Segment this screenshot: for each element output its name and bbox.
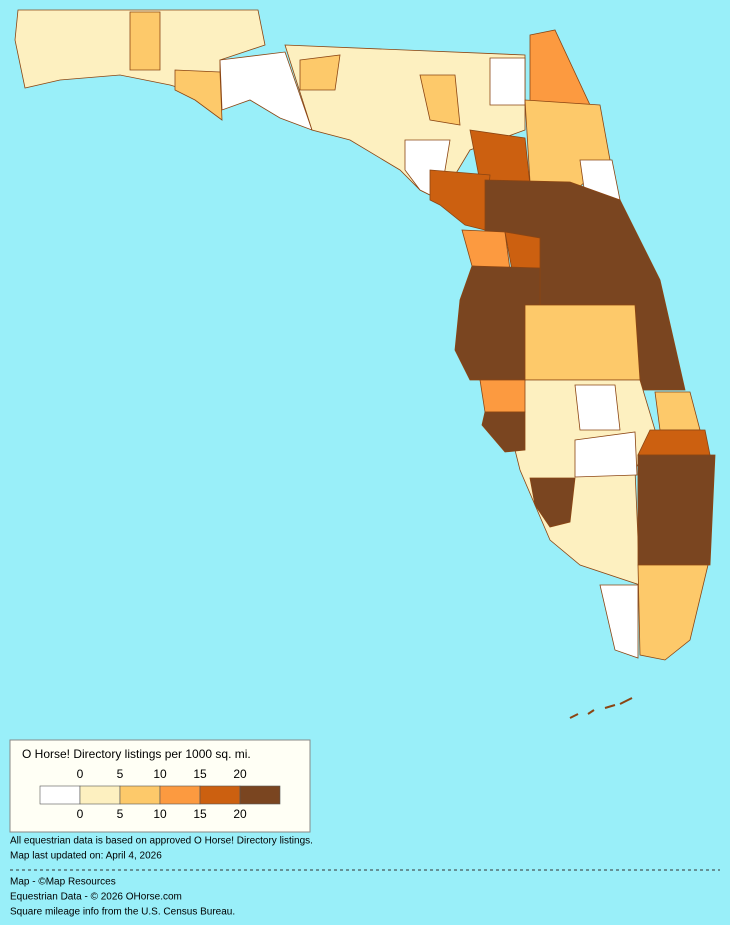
legend-tick-label: 15 (193, 807, 207, 821)
county (637, 564, 709, 661)
county (599, 584, 639, 659)
county (174, 69, 223, 121)
county (529, 477, 576, 528)
county (637, 429, 711, 456)
county (419, 74, 461, 126)
legend-tick-label: 0 (77, 767, 84, 781)
legend-tick-label: 0 (77, 807, 84, 821)
legend-swatch (119, 785, 161, 805)
county (481, 411, 526, 453)
county (489, 57, 526, 106)
legend-tick-label: 10 (153, 807, 167, 821)
county (524, 304, 641, 381)
legend-swatch (159, 785, 201, 805)
legend-tick-label: 5 (117, 767, 124, 781)
credit: Map - ©Map Resources (10, 877, 116, 888)
note: All equestrian data is based on approved… (10, 836, 313, 847)
legend-swatch (79, 785, 121, 805)
county (654, 391, 701, 431)
florida-map (14, 9, 716, 719)
legend-tick-label: 5 (117, 807, 124, 821)
county (574, 431, 638, 478)
note: Map last updated on: April 4, 2026 (10, 851, 162, 862)
legend-tick-label: 15 (193, 767, 207, 781)
keys (569, 697, 633, 719)
credit: Square mileage info from the U.S. Census… (10, 907, 235, 918)
county (637, 454, 716, 566)
legend-tick-label: 20 (233, 767, 247, 781)
county (129, 11, 161, 71)
credit: Equestrian Data - © 2026 OHorse.com (10, 892, 182, 903)
legend-tick-label: 10 (153, 767, 167, 781)
county (574, 384, 621, 431)
county (299, 54, 341, 91)
county (529, 29, 591, 106)
legend-title: O Horse! Directory listings per 1000 sq.… (22, 747, 251, 761)
legend: O Horse! Directory listings per 1000 sq.… (9, 739, 311, 833)
legend-swatch (199, 785, 241, 805)
legend-swatch (39, 785, 81, 805)
county (461, 229, 511, 271)
legend-tick-label: 20 (233, 807, 247, 821)
county (479, 379, 526, 413)
legend-swatch (239, 785, 281, 805)
county (429, 169, 491, 231)
county (219, 51, 313, 131)
